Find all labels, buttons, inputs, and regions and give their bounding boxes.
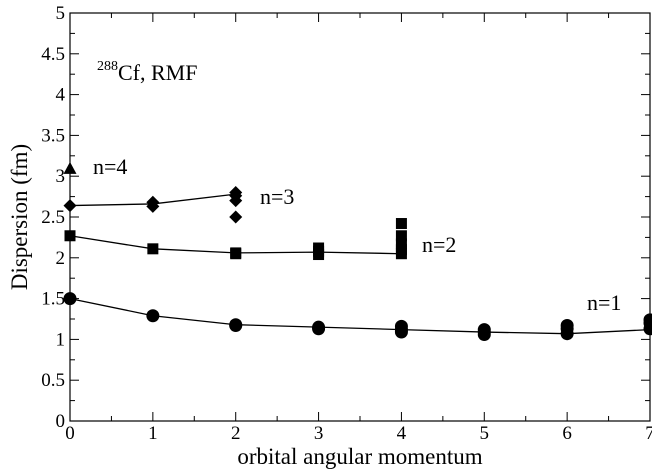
x-tick-label: 4 [397,423,407,444]
data-point-circle [312,322,326,336]
y-tick-label: 5 [56,3,66,24]
x-tick-label: 7 [645,423,652,444]
data-point-square [395,248,407,260]
x-tick-label: 2 [231,423,241,444]
data-point-circle [63,292,77,306]
x-tick-label: 1 [148,423,158,444]
data-point-square [395,238,407,250]
y-tick-label: 3 [56,166,66,187]
annotation-label: 288Cf, RMF [97,59,197,85]
y-tick-label: 2.5 [41,207,65,228]
x-tick-label: 5 [480,423,490,444]
series-line-0 [69,297,651,335]
series-label-n3: n=3 [260,184,294,209]
x-tick-label: 0 [65,423,75,444]
y-tick-label: 4.5 [41,44,65,65]
series-markers [63,161,652,342]
y-tick-label: 0.5 [41,370,65,391]
tick-labels: 0 1 2 3 4 5 6 7 0 0.5 1 1.5 2 2.5 3 3.5 4 4.5 5 [41,3,652,444]
series-label-n2: n=2 [422,232,456,257]
y-tick-label: 0 [56,411,66,432]
data-point-square [395,230,407,242]
data-point-square [395,218,407,230]
data-point-square [147,243,159,255]
x-tick-label: 6 [562,423,572,444]
data-point-triangle [63,161,77,174]
y-tick-label: 3.5 [41,125,65,146]
data-point-square [313,249,325,261]
data-point-circle [643,322,652,336]
data-point-circle [229,319,243,333]
y-tick-label: 1.5 [41,289,65,310]
data-point-square [64,230,76,242]
y-tick-label: 1 [56,329,66,350]
data-point-circle [477,328,491,342]
y-tick-label: 2 [56,248,66,269]
x-tick-label: 3 [314,423,324,444]
annotation-mass-number: 288 [97,59,118,74]
data-point-circle [146,309,160,323]
annotation-text: Cf, RMF [118,60,197,85]
data-point-diamond [63,199,77,213]
data-point-diamond [229,210,243,224]
data-point-circle [560,327,574,341]
series-label-n1: n=1 [587,290,621,315]
data-point-circle [394,325,408,339]
data-point-square [230,248,242,260]
y-axis-label: Dispersion (fm) [7,144,32,290]
data-point-diamond [229,194,243,208]
series-label-n4: n=4 [93,154,127,179]
y-tick-label: 4 [56,85,66,106]
data-point-diamond [146,199,160,213]
x-axis-label: orbital angular momentum [237,444,482,469]
